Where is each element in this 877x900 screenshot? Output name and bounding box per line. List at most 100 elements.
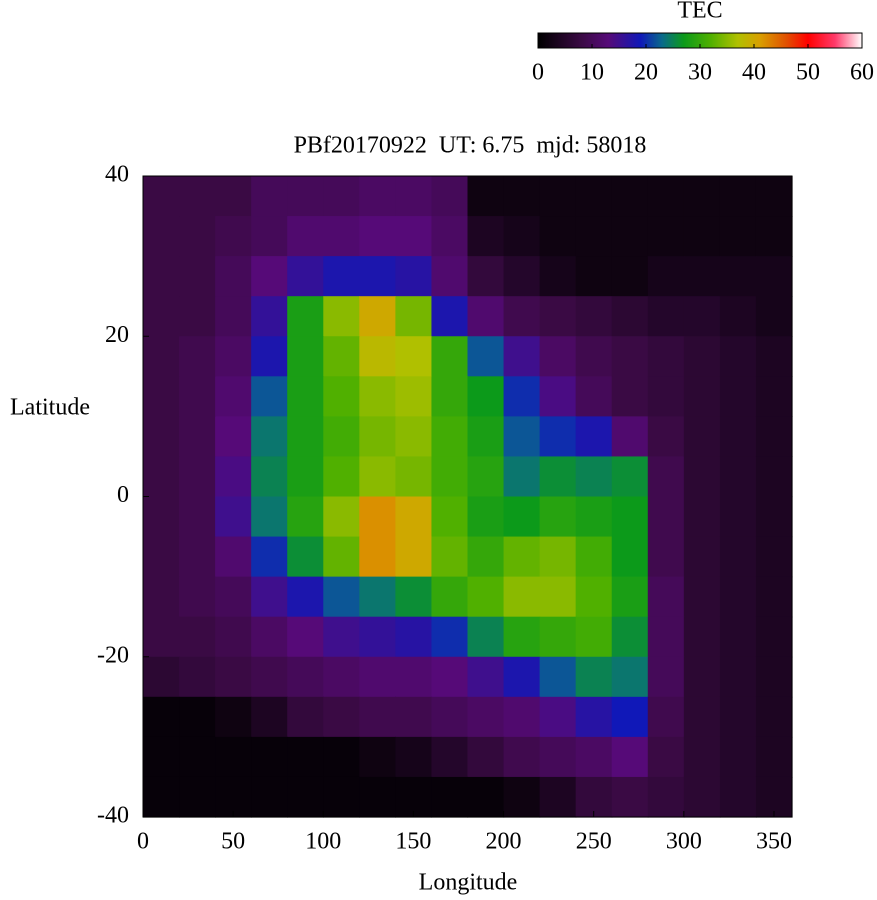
heat-cell: [683, 536, 721, 578]
heat-cell: [719, 456, 757, 498]
y-tick-label: -40: [97, 803, 129, 829]
heat-cell: [395, 576, 433, 618]
x-tick-label: 150: [395, 829, 431, 855]
heat-cell: [215, 656, 252, 698]
heat-cell: [215, 776, 252, 818]
heat-cell: [287, 416, 324, 458]
heat-cell: [611, 456, 649, 498]
heat-cell: [755, 256, 793, 297]
heat-cell: [719, 536, 757, 578]
heat-cell: [287, 696, 324, 738]
heat-cell: [611, 336, 649, 377]
heat-cell: [467, 176, 505, 217]
heat-cell: [647, 256, 685, 297]
heat-cell: [539, 696, 577, 738]
heat-cell: [359, 536, 396, 578]
y-axis-label: Latitude: [10, 395, 90, 421]
heat-cell: [611, 656, 649, 698]
heat-cell: [575, 416, 613, 458]
heat-cell: [251, 696, 288, 738]
heat-cell: [359, 696, 396, 738]
heat-cell: [503, 776, 541, 818]
heat-cell: [359, 456, 396, 498]
heat-cell: [143, 376, 180, 417]
heat-cell: [251, 336, 288, 377]
heat-cell: [575, 616, 613, 658]
heat-cell: [431, 216, 469, 257]
y-tick-label: 40: [105, 162, 129, 188]
heat-cell: [395, 256, 433, 297]
heat-cell: [539, 536, 577, 578]
heat-cell: [215, 256, 252, 297]
heat-cell: [215, 216, 252, 257]
heat-cell: [323, 616, 360, 658]
heat-cell: [143, 736, 180, 778]
heat-cell: [323, 656, 360, 698]
heat-cell: [539, 736, 577, 778]
heat-cell: [323, 176, 360, 217]
heat-cell: [503, 336, 541, 377]
heat-cell: [323, 456, 360, 498]
heat-cell: [323, 216, 360, 257]
heat-cell: [287, 256, 324, 297]
heat-cell: [179, 376, 216, 417]
heat-cell: [395, 656, 433, 698]
heat-cell: [683, 776, 721, 818]
heat-cell: [719, 496, 757, 538]
heat-cell: [359, 656, 396, 698]
heat-cell: [575, 296, 613, 337]
heat-cell: [467, 736, 505, 778]
heat-cell: [179, 416, 216, 458]
heat-cell: [575, 376, 613, 417]
heat-cell: [647, 216, 685, 257]
heat-cell: [755, 216, 793, 257]
heat-cell: [647, 616, 685, 658]
heat-cell: [179, 536, 216, 578]
heat-cell: [215, 616, 252, 658]
heat-cell: [683, 736, 721, 778]
heat-cell: [683, 336, 721, 377]
heat-cell: [431, 296, 469, 337]
heat-cell: [323, 296, 360, 337]
heat-cell: [215, 696, 252, 738]
heat-cell: [431, 176, 469, 217]
colorbar-tick-label: 20: [634, 60, 658, 86]
heat-cell: [575, 496, 613, 538]
heat-cell: [647, 376, 685, 417]
heat-cell: [719, 656, 757, 698]
heat-cell: [503, 536, 541, 578]
heat-cell: [179, 776, 216, 818]
heat-cell: [251, 376, 288, 417]
heat-cell: [431, 336, 469, 377]
heat-cell: [251, 616, 288, 658]
heat-cell: [755, 456, 793, 498]
heat-cell: [503, 736, 541, 778]
heat-cell: [467, 416, 505, 458]
heat-cell: [575, 176, 613, 217]
heat-cell: [359, 336, 396, 377]
heat-cell: [251, 176, 288, 217]
heat-cell: [611, 296, 649, 337]
heat-cell: [683, 416, 721, 458]
heat-cell: [647, 456, 685, 498]
heat-cell: [719, 296, 757, 337]
heat-cell: [143, 416, 180, 458]
heat-cell: [755, 696, 793, 738]
heat-cell: [143, 256, 180, 297]
heat-cell: [467, 256, 505, 297]
heat-cell: [179, 656, 216, 698]
heat-cell: [539, 776, 577, 818]
heat-cell: [323, 696, 360, 738]
heat-cell: [251, 776, 288, 818]
heat-cell: [647, 296, 685, 337]
heat-cell: [683, 576, 721, 618]
heat-cell: [611, 256, 649, 297]
heat-cell: [287, 496, 324, 538]
heat-cell: [395, 416, 433, 458]
heat-cell: [287, 616, 324, 658]
heat-cell: [359, 176, 396, 217]
heat-cell: [503, 416, 541, 458]
heat-cell: [539, 336, 577, 377]
heat-cell: [215, 576, 252, 618]
heat-cell: [719, 376, 757, 417]
